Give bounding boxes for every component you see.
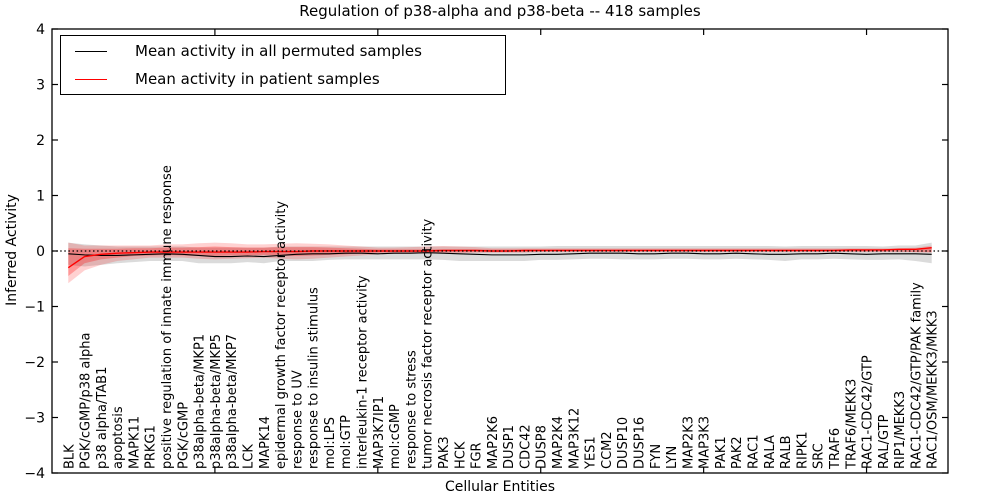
legend-label-patient: Mean activity in patient samples bbox=[135, 70, 380, 88]
x-category-label: CCM2 bbox=[600, 431, 615, 469]
x-category-label: mol:LPS bbox=[323, 417, 338, 469]
x-category-label: CDC42 bbox=[518, 424, 533, 469]
x-category-label: p38 alpha/TAB1 bbox=[95, 367, 110, 469]
x-category-label: DUSP1 bbox=[502, 425, 517, 469]
y-tick-label: 3 bbox=[36, 78, 45, 94]
x-category-label: p38alpha-beta/MKP7 bbox=[225, 334, 240, 469]
x-category-label: apoptosis bbox=[111, 406, 126, 469]
x-category-label: RAC1-CDC42/GTP bbox=[861, 355, 876, 469]
x-category-label: mol:GTP bbox=[339, 415, 354, 469]
x-category-label: mol:cGMP bbox=[388, 404, 403, 469]
x-category-label: LCK bbox=[241, 444, 256, 469]
x-category-label: RAC1-CDC42/GTP/PAK family bbox=[909, 282, 924, 469]
y-tick-label: 0 bbox=[36, 244, 45, 260]
x-category-label: TRAF6 bbox=[828, 428, 843, 470]
series-line-permuted bbox=[68, 252, 932, 258]
x-category-label: LYN bbox=[665, 446, 680, 469]
x-category-label: positive regulation of innate immune res… bbox=[160, 165, 175, 469]
x-category-label: PAK3 bbox=[437, 436, 452, 469]
x-category-label: MAP3K7IP1 bbox=[372, 396, 387, 469]
legend: Mean activity in all permuted samples Me… bbox=[60, 35, 506, 95]
x-category-label: PAK1 bbox=[714, 436, 729, 469]
x-category-label: MAPK14 bbox=[258, 416, 273, 469]
x-category-label: HCK bbox=[453, 441, 468, 469]
y-tick-label: 4 bbox=[36, 22, 45, 38]
x-category-label: tumor necrosis factor receptor activity bbox=[421, 218, 436, 469]
chart-title: Regulation of p38-alpha and p38-beta -- … bbox=[299, 2, 701, 20]
x-category-label: RALB bbox=[779, 435, 794, 469]
y-tick-label: −3 bbox=[24, 411, 45, 427]
legend-line-black-icon bbox=[75, 50, 107, 52]
legend-line-red-icon bbox=[75, 78, 107, 80]
x-category-label: response to insulin stimulus bbox=[307, 287, 322, 469]
x-category-label: DUSP10 bbox=[616, 417, 631, 469]
y-tick-label: −2 bbox=[24, 355, 45, 371]
x-category-label: response to UV bbox=[290, 370, 305, 469]
x-category-label: RIPK1 bbox=[795, 431, 810, 469]
x-category-label: p38alpha-beta/MKP5 bbox=[209, 334, 224, 469]
x-category-label: PAK2 bbox=[730, 436, 745, 469]
x-axis-label: Cellular Entities bbox=[444, 479, 556, 495]
x-category-label: MAP2K3 bbox=[681, 416, 696, 469]
x-category-label: DUSP8 bbox=[535, 425, 550, 469]
x-category-label: MAP3K12 bbox=[567, 408, 582, 469]
y-tick-label: −1 bbox=[24, 300, 45, 316]
x-category-label: DUSP16 bbox=[632, 417, 647, 469]
x-category-label: RAC1/OSM/MEKK3/MKK3 bbox=[926, 310, 941, 469]
y-tick-label: 1 bbox=[36, 189, 45, 205]
x-category-label: MAP2K4 bbox=[551, 416, 566, 469]
x-category-label: response to stress bbox=[404, 350, 419, 469]
legend-item-patient: Mean activity in patient samples bbox=[61, 65, 505, 93]
x-category-label: p38alpha-beta/MKP1 bbox=[193, 334, 208, 469]
y-tick-label: 2 bbox=[36, 133, 45, 149]
x-category-label: MAP2K6 bbox=[486, 416, 501, 469]
legend-item-permuted: Mean activity in all permuted samples bbox=[61, 37, 505, 65]
x-category-label: TRAF6/MEKK3 bbox=[844, 379, 859, 470]
x-category-label: BLK bbox=[62, 444, 77, 469]
y-axis-label: Inferred Activity bbox=[4, 194, 20, 306]
x-category-label: RAC1 bbox=[747, 434, 762, 469]
x-category-label: PGK/cGMP/p38 alpha bbox=[79, 333, 94, 469]
x-category-label: MAP3K3 bbox=[698, 416, 713, 469]
x-category-label: MAPK11 bbox=[127, 416, 142, 469]
x-category-label: PRKG1 bbox=[144, 425, 159, 469]
x-category-label: RAL/GTP bbox=[877, 414, 892, 469]
x-category-label: FYN bbox=[649, 444, 664, 469]
band-patient-spread-outer bbox=[68, 242, 932, 284]
legend-label-permuted: Mean activity in all permuted samples bbox=[135, 42, 422, 60]
x-category-label: RALA bbox=[763, 435, 778, 469]
x-category-label: interleukin-1 receptor activity bbox=[356, 275, 371, 469]
x-category-label: PGK/cGMP bbox=[176, 402, 191, 469]
x-category-label: RIP1/MEKK3 bbox=[893, 391, 908, 469]
band-patient-spread-inner bbox=[68, 246, 932, 276]
x-category-label: YES1 bbox=[584, 436, 599, 470]
x-category-label: epidermal growth factor receptor activit… bbox=[274, 201, 289, 469]
x-category-label: FGR bbox=[470, 442, 485, 469]
x-category-label: SRC bbox=[812, 443, 827, 469]
y-tick-label: −4 bbox=[24, 466, 45, 482]
